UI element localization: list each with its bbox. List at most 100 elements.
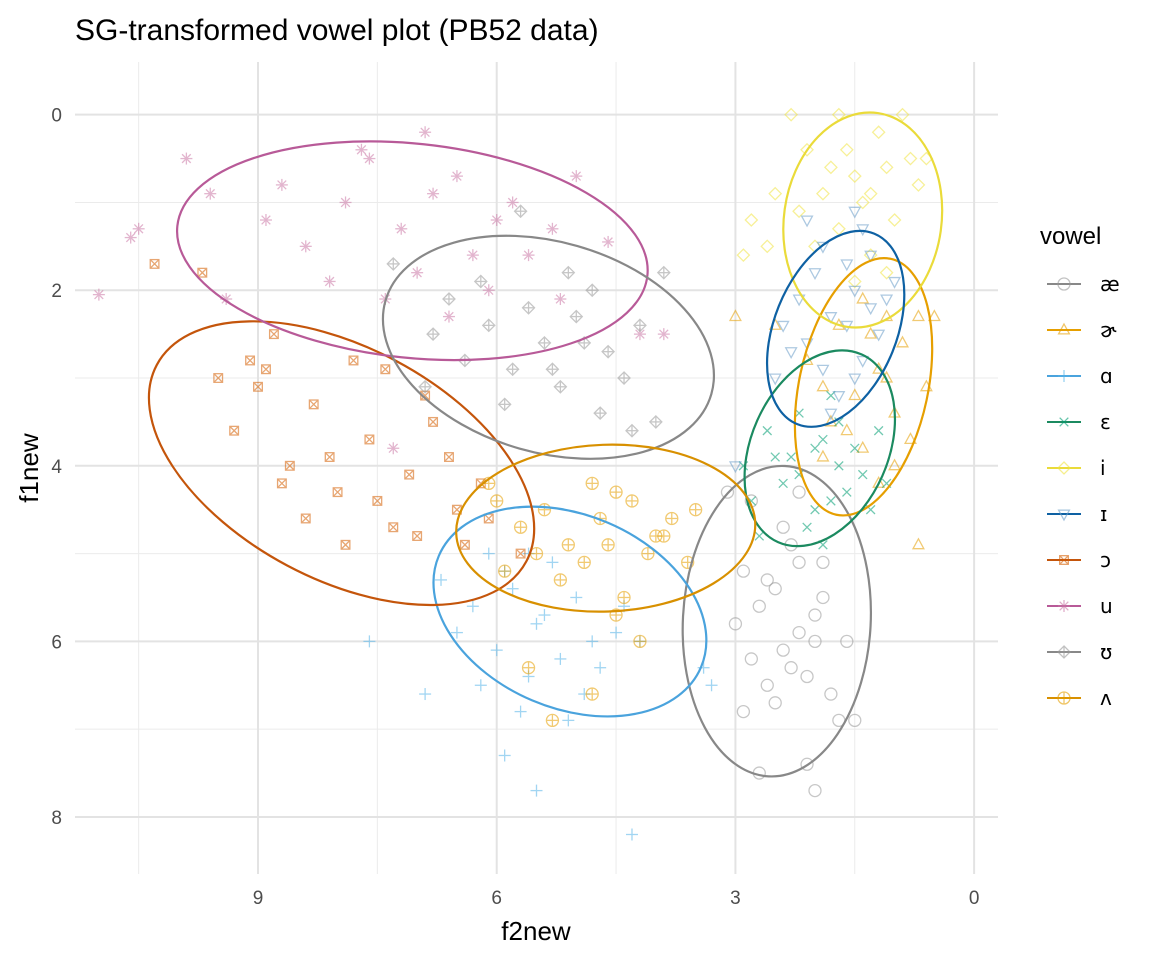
data-point-7 <box>466 249 479 262</box>
data-point-1 <box>911 537 925 550</box>
legend-key-marker <box>1057 691 1071 705</box>
data-point-1 <box>888 458 902 471</box>
legend-item: ʌ <box>1047 686 1112 710</box>
data-point-8 <box>656 265 671 280</box>
data-point-8 <box>537 335 552 350</box>
data-point-0 <box>736 564 751 578</box>
data-point-9 <box>688 503 703 517</box>
data-point-3 <box>770 452 780 462</box>
data-point-4 <box>760 239 775 254</box>
data-point-7 <box>124 231 137 244</box>
data-point-9 <box>601 538 615 552</box>
data-point-4 <box>823 160 838 175</box>
data-point-1 <box>872 476 886 488</box>
data-point-4 <box>744 213 759 227</box>
legend-label: ɔ <box>1100 548 1111 572</box>
legend-label: ʊ <box>1100 640 1112 664</box>
data-point-2 <box>514 705 527 718</box>
data-point-5 <box>808 268 822 281</box>
data-point-2 <box>450 626 463 639</box>
data-point-2 <box>586 635 599 648</box>
grid-layer <box>75 62 998 874</box>
data-point-7 <box>299 240 312 253</box>
legend-key-marker <box>1057 461 1071 475</box>
data-point-2 <box>419 688 432 701</box>
data-point-0 <box>776 643 790 657</box>
data-point-7 <box>411 266 424 279</box>
data-point-1 <box>840 423 854 436</box>
data-point-9 <box>657 529 671 543</box>
data-point-3 <box>834 417 844 427</box>
data-point-5 <box>864 250 878 263</box>
data-point-3 <box>754 531 765 541</box>
data-point-3 <box>834 461 844 471</box>
data-point-2 <box>466 600 479 613</box>
data-point-7 <box>554 293 567 306</box>
data-point-8 <box>545 362 560 377</box>
data-point-9 <box>585 476 599 491</box>
points-layer <box>92 107 941 841</box>
data-point-7 <box>482 284 495 297</box>
data-point-7 <box>442 310 455 323</box>
confidence-ellipse-3 <box>743 349 897 548</box>
data-point-4 <box>736 248 751 263</box>
data-point-5 <box>864 303 878 316</box>
legend-item: ɑ <box>1047 364 1113 388</box>
data-point-4 <box>792 204 806 219</box>
data-point-9 <box>609 608 623 622</box>
data-point-1 <box>903 432 917 445</box>
data-point-3 <box>786 452 796 462</box>
y-tick-label: 6 <box>51 632 62 653</box>
data-point-6 <box>364 434 375 445</box>
ellipse-top-layer <box>147 111 944 778</box>
data-point-0 <box>840 634 854 649</box>
data-point-4 <box>784 107 799 122</box>
data-point-9 <box>641 546 655 561</box>
data-point-7 <box>427 187 440 200</box>
data-point-5 <box>848 206 862 219</box>
data-point-5 <box>856 355 870 368</box>
data-point-1 <box>911 309 925 322</box>
legend-item: ɛ <box>1047 410 1111 434</box>
legend-label: ɛ <box>1100 410 1111 434</box>
legend-label: æ <box>1100 272 1120 296</box>
data-point-7 <box>395 222 408 235</box>
data-point-2 <box>538 609 551 622</box>
data-point-0 <box>816 555 830 570</box>
legend-label: ɚ <box>1100 318 1117 342</box>
data-point-3 <box>873 425 884 436</box>
chart-title: SG-transformed vowel plot (PB52 data) <box>75 14 599 47</box>
data-point-0 <box>760 573 774 587</box>
data-point-4 <box>871 125 886 140</box>
data-point-3 <box>778 478 788 489</box>
data-point-4 <box>879 160 894 175</box>
data-point-8 <box>481 318 496 333</box>
data-point-8 <box>497 397 512 412</box>
legend-item: ɚ <box>1047 318 1117 342</box>
data-point-2 <box>530 784 543 797</box>
data-point-9 <box>545 713 560 728</box>
data-point-0 <box>808 634 822 649</box>
data-point-0 <box>792 555 806 570</box>
data-point-5 <box>816 364 830 377</box>
data-point-2 <box>435 573 448 586</box>
data-point-3 <box>802 522 812 533</box>
data-point-1 <box>816 379 830 392</box>
data-point-1 <box>927 309 941 322</box>
data-point-7 <box>180 152 193 165</box>
data-point-9 <box>617 590 631 605</box>
data-point-9 <box>553 573 568 587</box>
data-point-0 <box>720 485 735 499</box>
data-point-6 <box>459 539 470 550</box>
data-point-7 <box>259 214 272 227</box>
data-point-1 <box>848 388 862 401</box>
data-point-6 <box>229 425 240 436</box>
data-point-6 <box>276 478 287 489</box>
data-point-2 <box>594 661 607 674</box>
data-point-3 <box>826 496 836 506</box>
data-point-0 <box>808 783 822 798</box>
data-point-9 <box>561 538 575 552</box>
data-point-9 <box>609 485 623 499</box>
x-tick-label: 3 <box>730 888 741 909</box>
data-point-8 <box>442 292 456 306</box>
